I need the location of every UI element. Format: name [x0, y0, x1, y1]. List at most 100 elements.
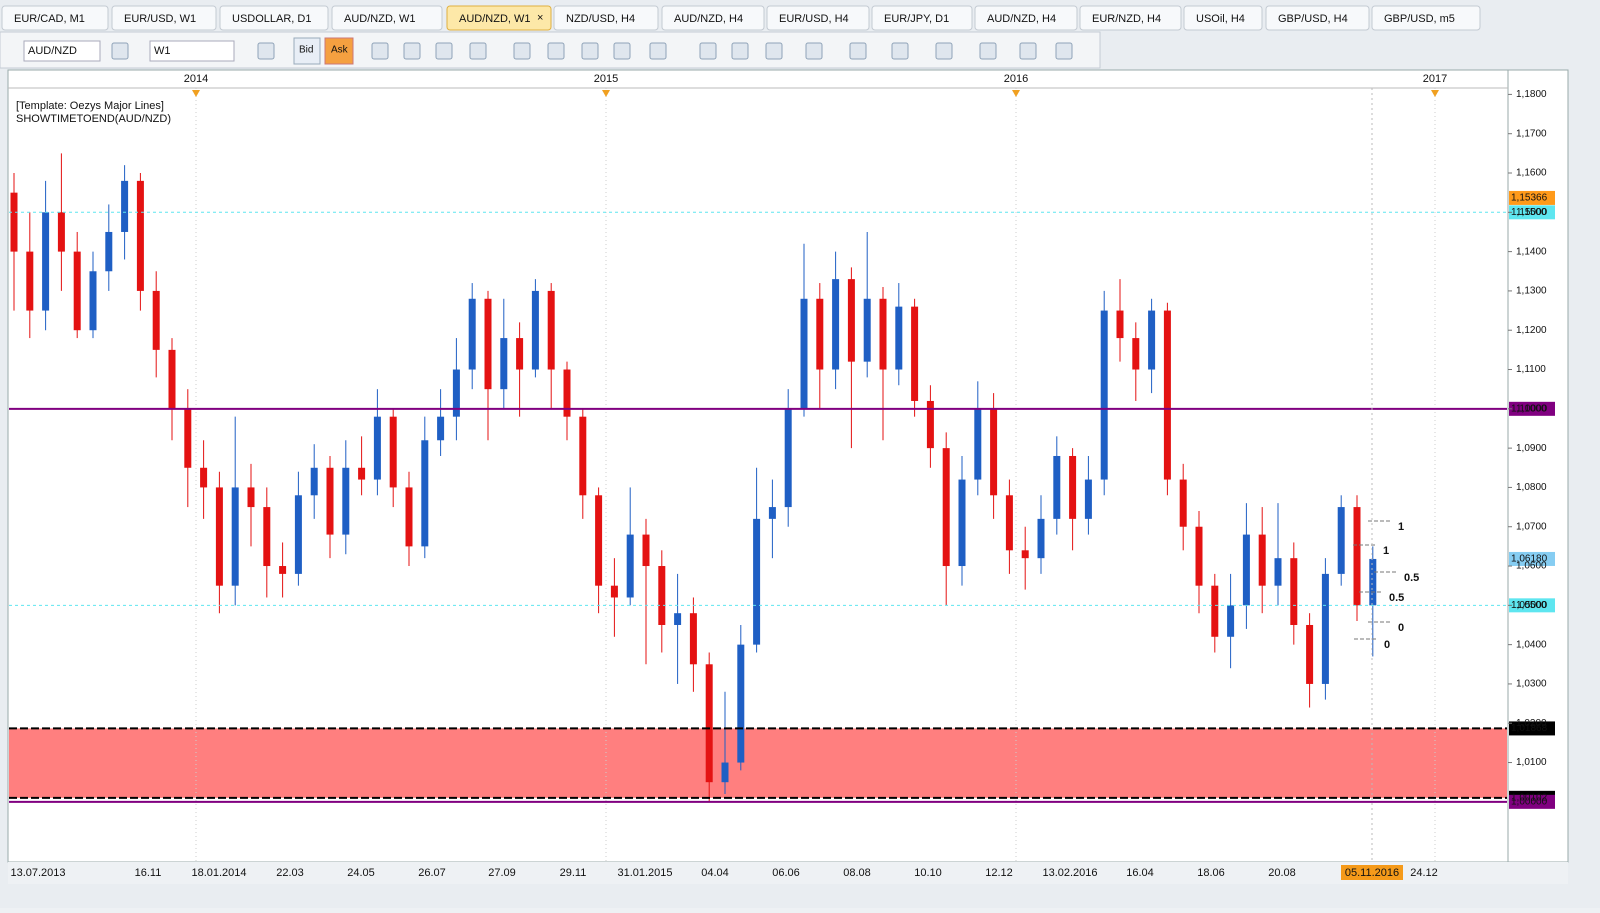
- candle-body: [990, 408, 998, 496]
- candle-body: [405, 487, 413, 547]
- toolbar-icon[interactable]: [979, 42, 997, 60]
- toolbar-icon[interactable]: [699, 42, 717, 60]
- year-marker: [192, 90, 200, 97]
- candle-body: [737, 644, 745, 763]
- toolbar-icon[interactable]: [1055, 42, 1073, 60]
- ask-button[interactable]: [324, 37, 354, 65]
- tab[interactable]: [331, 5, 443, 31]
- candle-body: [1053, 455, 1061, 519]
- candle-body: [816, 298, 824, 370]
- candle-body: [310, 467, 318, 496]
- candle-body: [1369, 558, 1377, 606]
- candle-body: [784, 408, 792, 508]
- candle-body: [1037, 518, 1045, 559]
- toolbar-icon[interactable]: [805, 42, 823, 60]
- toolbar-icon[interactable]: [731, 42, 749, 60]
- tab-label: USDOLLAR, D1: [232, 13, 311, 25]
- plot: [9, 88, 1555, 862]
- candle-body: [579, 416, 587, 496]
- toolbar-icon[interactable]: [435, 42, 453, 60]
- tab[interactable]: [219, 5, 329, 31]
- x-tick-label: 18.06: [1197, 867, 1225, 879]
- tab-label: EUR/JPY, D1: [884, 13, 949, 25]
- toolbar-icon[interactable]: [613, 42, 631, 60]
- x-tick-label: 13.07.2013: [10, 867, 65, 879]
- level-tag-label: 1,00000: [1511, 796, 1548, 807]
- toolbar-icon[interactable]: [649, 42, 667, 60]
- candle-body: [974, 408, 982, 480]
- candle-body: [768, 507, 776, 519]
- level-tag-label: 1,10000: [1511, 403, 1548, 414]
- tab-label: NZD/USD, H4: [566, 13, 635, 25]
- candle-body: [421, 440, 429, 547]
- candle-body: [721, 762, 729, 783]
- toolbar-icon[interactable]: [371, 42, 389, 60]
- y-tick-label: 1,1400: [1516, 246, 1547, 257]
- candle-body: [500, 338, 508, 390]
- timeframe-box[interactable]: [149, 40, 235, 62]
- tab[interactable]: [111, 5, 217, 31]
- tab-label: GBP/USD, m5: [1384, 13, 1455, 25]
- x-tick-label: 10.10: [914, 867, 942, 879]
- tab[interactable]: [766, 5, 870, 31]
- toolbar-icon[interactable]: [513, 42, 531, 60]
- candle-body: [595, 495, 603, 586]
- candle-body: [373, 416, 381, 480]
- toolbar-icon[interactable]: [257, 42, 275, 60]
- tab[interactable]: [1265, 5, 1370, 31]
- level-tag-label: 1,15366: [1511, 193, 1548, 204]
- candle-body: [563, 369, 571, 417]
- tab[interactable]: [661, 5, 765, 31]
- fib-label: 0: [1384, 639, 1390, 651]
- candle-body: [89, 271, 97, 331]
- symbol-box[interactable]: [23, 40, 101, 62]
- tab[interactable]: [871, 5, 973, 31]
- tab[interactable]: [446, 5, 552, 31]
- toolbar-icon[interactable]: [547, 42, 565, 60]
- candle-body: [1321, 573, 1329, 684]
- x-tick-label: 27.09: [488, 867, 516, 879]
- toolbar-icon[interactable]: [891, 42, 909, 60]
- tab[interactable]: [1371, 5, 1481, 31]
- candle-body: [1227, 605, 1235, 637]
- tab-close[interactable]: ×: [537, 12, 543, 24]
- candle-body: [1021, 550, 1029, 559]
- toolbar-icon[interactable]: [935, 42, 953, 60]
- toolbar-icon[interactable]: [849, 42, 867, 60]
- toolbar-icon[interactable]: [403, 42, 421, 60]
- x-tick-label: 29.11: [560, 867, 587, 879]
- level-tag: [1509, 794, 1555, 809]
- toolbar-icon[interactable]: [581, 42, 599, 60]
- tab-label: USOil, H4: [1196, 13, 1245, 25]
- tab[interactable]: [553, 5, 659, 31]
- toolbar-icon[interactable]: [765, 42, 783, 60]
- y-tick-label: 1,1100: [1516, 364, 1546, 375]
- tab[interactable]: [974, 5, 1078, 31]
- toolbar-icon[interactable]: [111, 42, 129, 60]
- toolbar-icon[interactable]: [1019, 42, 1037, 60]
- x-tick-label: 24.12: [1410, 867, 1438, 879]
- candle-body: [705, 664, 713, 783]
- ask-label: Ask: [331, 45, 349, 56]
- bid-button[interactable]: [293, 37, 321, 65]
- candle-body: [895, 306, 903, 370]
- tab[interactable]: [1183, 5, 1263, 31]
- candle-body: [358, 467, 366, 480]
- support-zone: [9, 728, 1507, 798]
- year-label: 2015: [594, 73, 618, 85]
- candle-body: [958, 479, 966, 567]
- y-tick-label: 1,0200: [1516, 718, 1547, 729]
- toolbar-icon[interactable]: [469, 42, 487, 60]
- year-marker: [1431, 90, 1439, 97]
- candle-body: [1258, 534, 1266, 586]
- template-label: [Template: Oezys Major Lines]: [16, 100, 164, 112]
- tab-label: EUR/USD, H4: [779, 13, 849, 25]
- level-tag-label: 1,01868: [1511, 723, 1548, 734]
- level-tag: [1509, 598, 1555, 613]
- x-tick-label: 12.12: [985, 867, 1013, 879]
- candle-body: [152, 290, 160, 350]
- y-tick-label: 1,0400: [1516, 639, 1547, 650]
- tab[interactable]: [1079, 5, 1182, 31]
- tab[interactable]: [1, 5, 109, 31]
